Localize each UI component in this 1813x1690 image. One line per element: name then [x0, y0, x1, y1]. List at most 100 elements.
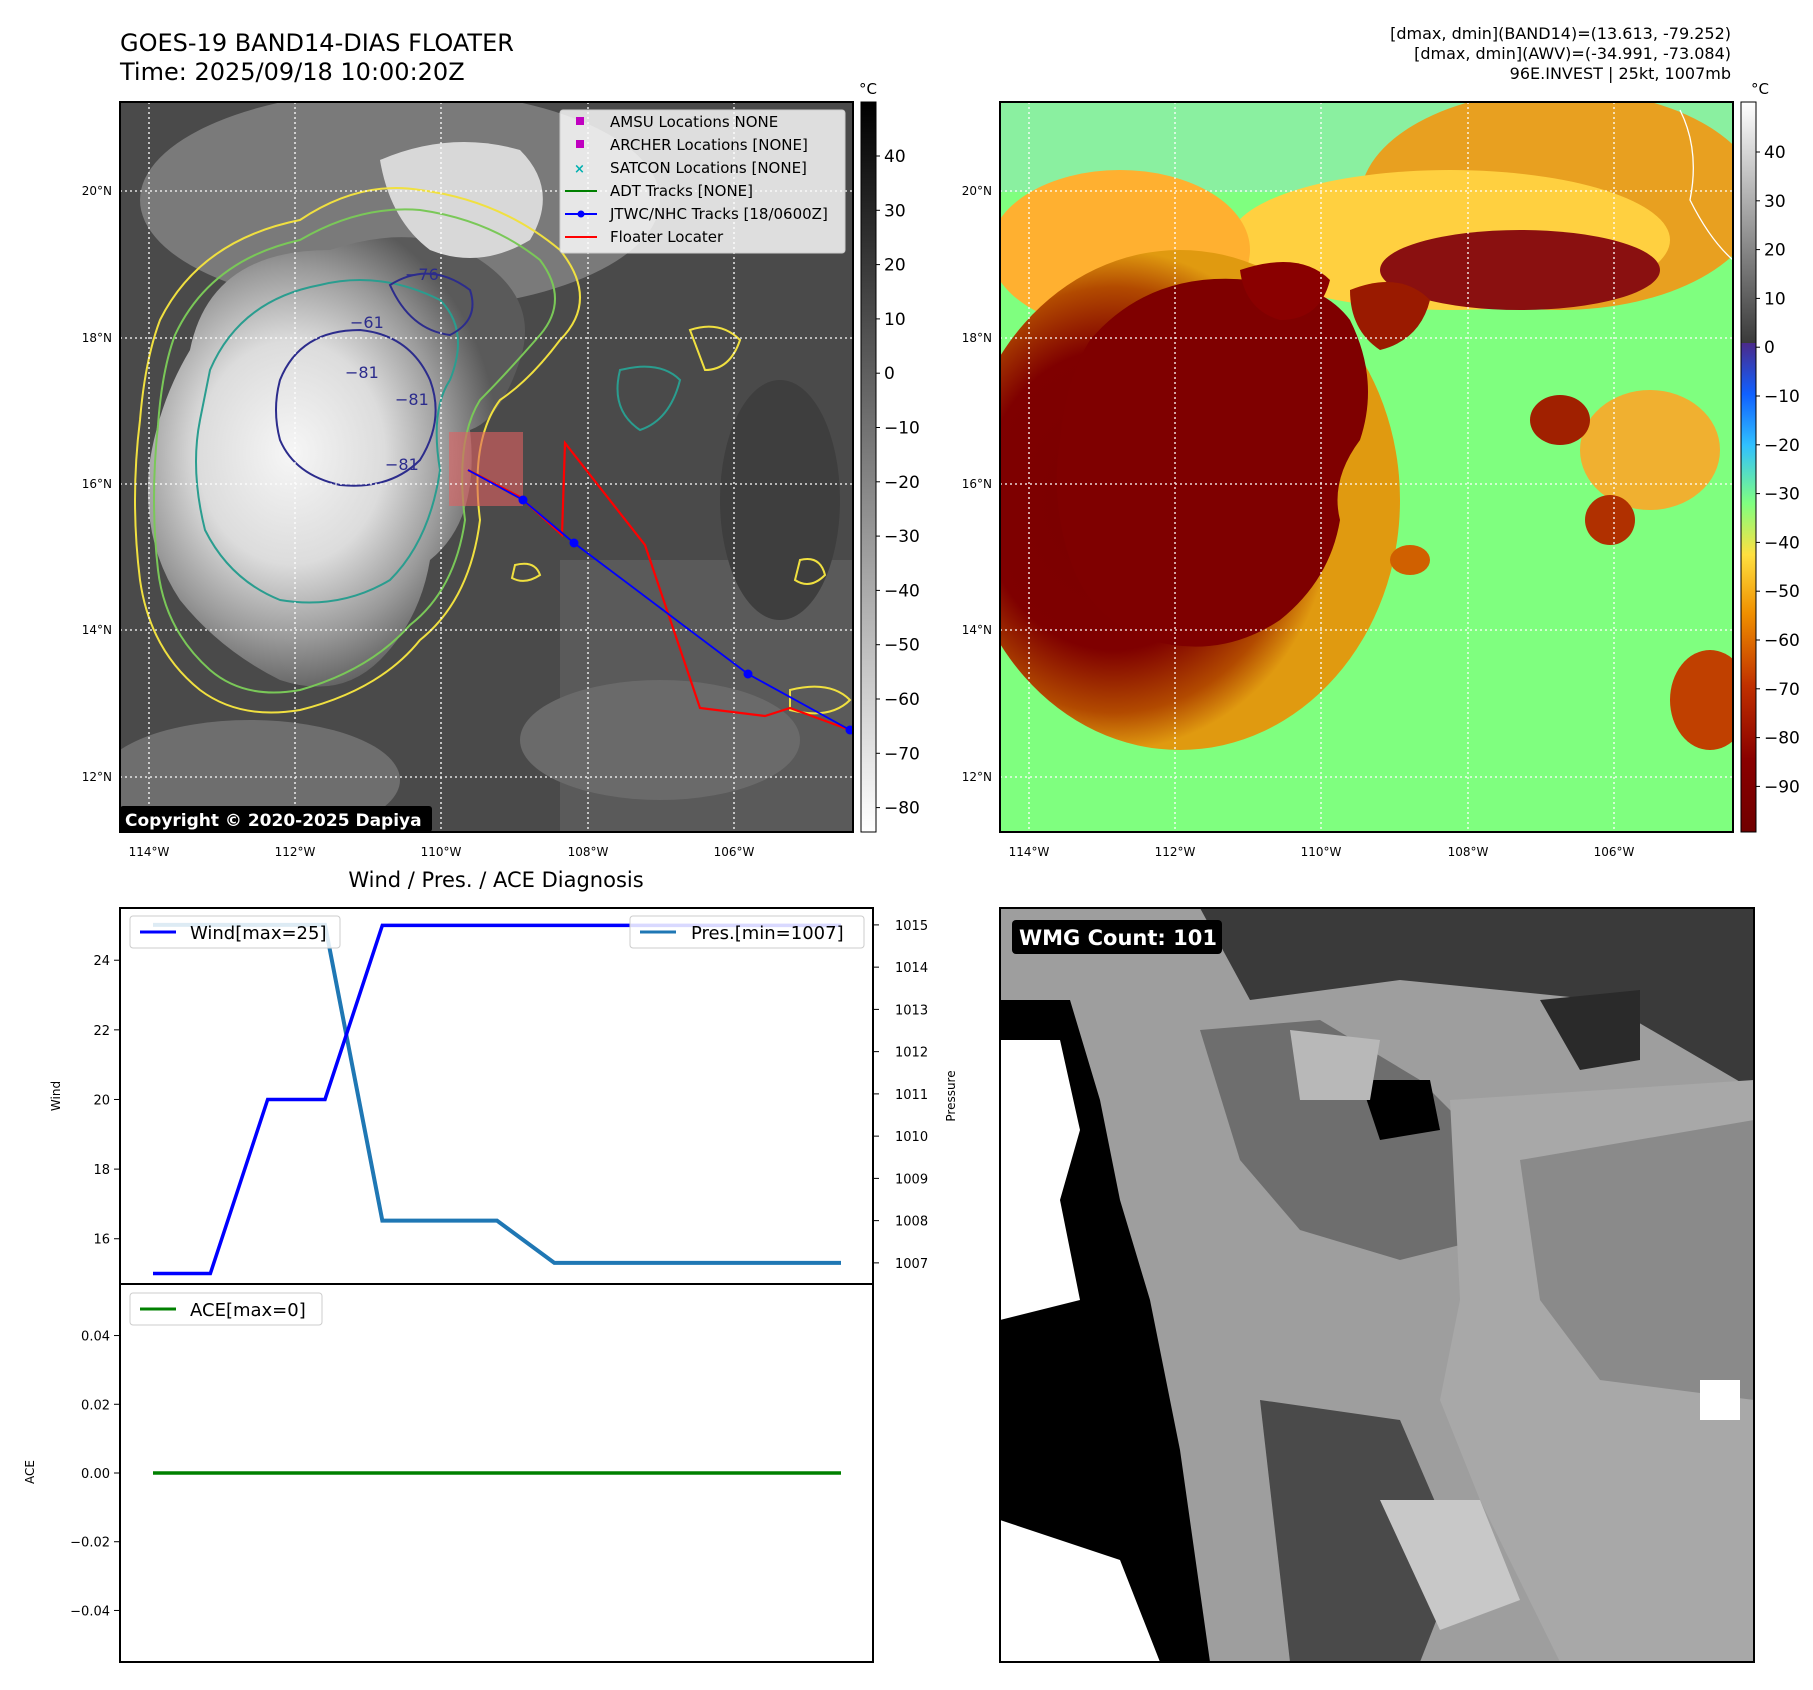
wind-ytick-label: 18	[93, 1163, 110, 1178]
left-cbar-tick-label-10: −50	[884, 636, 920, 656]
wind-ytick-label: 22	[93, 1024, 110, 1039]
copyright-text: Copyright © 2020-2025 Dapiya	[125, 811, 422, 831]
legend-label-amsu: AMSU Locations NONE	[610, 113, 778, 131]
right-cbar-tick-label-7: −20	[1764, 436, 1800, 456]
left-lon-tick-1: 114°W	[129, 845, 170, 859]
right-cbar-tick-label-12: −70	[1764, 680, 1800, 700]
legend-label-archer: ARCHER Locations [NONE]	[610, 136, 808, 154]
right-lon-tick-1: 114°W	[1009, 845, 1050, 859]
left-lon-tick-5: 106°W	[714, 845, 755, 859]
right-lat-tick-2: 18°N	[962, 331, 992, 345]
pressure-legend-label: Pres.[min=1007]	[691, 923, 844, 944]
left-cbar-tick-label-3: 20	[884, 256, 906, 276]
right-lon-tick-3: 110°W	[1301, 845, 1342, 859]
right-cbar-tick-label-2: 30	[1764, 192, 1786, 212]
left-lat-tick-4: 14°N	[82, 623, 112, 637]
right-cbar-tick-label-4: 10	[1764, 289, 1786, 309]
pressure-axis-label: Pressure	[944, 1070, 958, 1121]
ace-ytick-label: −0.02	[70, 1536, 110, 1551]
pressure-ytick-label: 1011	[895, 1088, 928, 1103]
ace-legend-label: ACE[max=0]	[190, 1300, 306, 1321]
contour-label-5: −81	[385, 455, 419, 474]
wind-legend: Wind[max=25]	[129, 915, 341, 949]
ace-ytick-label: 0.04	[81, 1330, 110, 1345]
wmg-panel: WMG Count: 101	[999, 907, 1755, 1663]
pressure-ytick-label: 1014	[895, 961, 928, 976]
wind-legend-label: Wind[max=25]	[190, 923, 327, 944]
wind-ytick-label: 20	[93, 1093, 110, 1108]
left-cbar-tick-label-2: 30	[884, 201, 906, 221]
left-cbar-tick-label-7: −20	[884, 473, 920, 493]
band14-map: −76 −61 −81 −81 −81 AMSU Locations NONE …	[82, 101, 854, 859]
left-cbar-tick-label-6: −10	[884, 419, 920, 439]
left-cbar-tick-label-5: 0	[884, 364, 895, 384]
pressure-ytick-label: 1013	[895, 1003, 928, 1018]
right-lat-tick-3: 16°N	[962, 477, 992, 491]
contour-label-4: −81	[395, 390, 429, 409]
wind-axis-label: Wind	[49, 1081, 63, 1111]
pressure-ytick-label: 1007	[895, 1257, 928, 1272]
right-cbar-tick-label-6: −10	[1764, 387, 1800, 407]
legend-label-adt: ADT Tracks [NONE]	[610, 182, 753, 200]
pressure-ytick-label: 1010	[895, 1130, 928, 1145]
right-cbar-tick-label-11: −60	[1764, 631, 1800, 651]
map-legend: AMSU Locations NONE ARCHER Locations [NO…	[559, 109, 846, 254]
right-lon-tick-5: 106°W	[1594, 845, 1635, 859]
legend-marker-archer	[576, 140, 584, 148]
info-line-1: [dmax, dmin](BAND14)=(13.613, -79.252)	[1390, 24, 1731, 43]
contour-label-1: −76	[405, 265, 439, 284]
right-cbar-unit: °C	[1751, 80, 1769, 98]
right-lat-tick-4: 14°N	[962, 623, 992, 637]
pressure-legend: Pres.[min=1007]	[629, 915, 865, 949]
right-cbar-tick-label-9: −40	[1764, 533, 1800, 553]
legend-marker-satcon: ×	[574, 162, 585, 177]
left-cbar-tick-label-1: 40	[884, 147, 906, 167]
band14-colorbar: °C 40 30 20 10 0 −10 −20 −30 −40 −50 −60 −70 −80	[859, 80, 920, 833]
left-lon-tick-2: 112°W	[275, 845, 316, 859]
left-cbar-tick-label-8: −30	[884, 527, 920, 547]
ace-ytick-label: 0.02	[81, 1398, 110, 1413]
ace-ytick-label: 0.00	[81, 1467, 110, 1482]
info-line-3: 96E.INVEST | 25kt, 1007mb	[1510, 64, 1731, 83]
copyright-badge	[120, 806, 432, 832]
right-lat-tick-1: 20°N	[962, 184, 992, 198]
left-lon-tick-3: 110°W	[421, 845, 462, 859]
left-cbar-unit: °C	[859, 80, 877, 98]
legend-label-satcon: SATCON Locations [NONE]	[610, 159, 807, 177]
right-lat-tick-5: 12°N	[962, 770, 992, 784]
info-line-2: [dmax, dmin](AWV)=(-34.991, -73.084)	[1414, 44, 1731, 63]
right-lon-tick-4: 108°W	[1448, 845, 1489, 859]
ace-ytick-label: −0.04	[70, 1604, 110, 1619]
contour-label-2: −61	[350, 313, 384, 332]
right-cbar-tick-label-10: −50	[1764, 582, 1800, 602]
ace-chart: 0.04 0.02 0.00 −0.02 −0.04 ACE ACE[max=0]	[23, 1283, 874, 1663]
left-cbar-tick-label-11: −60	[884, 690, 920, 710]
pressure-ytick-label: 1008	[895, 1215, 928, 1230]
left-lat-tick-5: 12°N	[82, 770, 112, 784]
right-cbar-tick-label-14: −90	[1764, 777, 1800, 797]
diagnosis-title: Wind / Pres. / ACE Diagnosis	[348, 868, 643, 892]
wmg-count-badge	[1012, 920, 1222, 954]
legend-label-jtwc: JTWC/NHC Tracks [18/0600Z]	[609, 205, 828, 223]
ace-legend: ACE[max=0]	[129, 1292, 323, 1326]
left-cbar-tick-label-12: −70	[884, 744, 920, 764]
left-cbar-tick-label-9: −40	[884, 581, 920, 601]
right-cbar-tick-label-13: −80	[1764, 729, 1800, 749]
left-lat-tick-1: 20°N	[82, 184, 112, 198]
awv-map: 114°W 112°W 110°W 108°W 106°W 20°N 18°N …	[962, 101, 1734, 859]
left-cbar-tick-label-4: 10	[884, 310, 906, 330]
left-lat-tick-2: 18°N	[82, 331, 112, 345]
left-cbar-tick-label-13: −80	[884, 799, 920, 819]
right-cbar-tick-label-5: 0	[1764, 338, 1775, 358]
pressure-ytick-label: 1012	[895, 1046, 928, 1061]
wind-pressure-chart: Wind / Pres. / ACE Diagnosis 1618202224 …	[49, 868, 958, 1285]
right-cbar-tick-label-1: 40	[1764, 143, 1786, 163]
pressure-ytick-label: 1015	[895, 919, 928, 934]
contour-label-3: −81	[345, 363, 379, 382]
legend-label-floater: Floater Locater	[610, 228, 724, 246]
legend-marker-amsu	[576, 117, 584, 125]
right-cbar-tick-label-3: 20	[1764, 241, 1786, 261]
left-lon-tick-4: 108°W	[568, 845, 609, 859]
ace-axis-label: ACE	[23, 1460, 37, 1484]
wmg-count-label: WMG Count: 101	[1019, 926, 1217, 950]
